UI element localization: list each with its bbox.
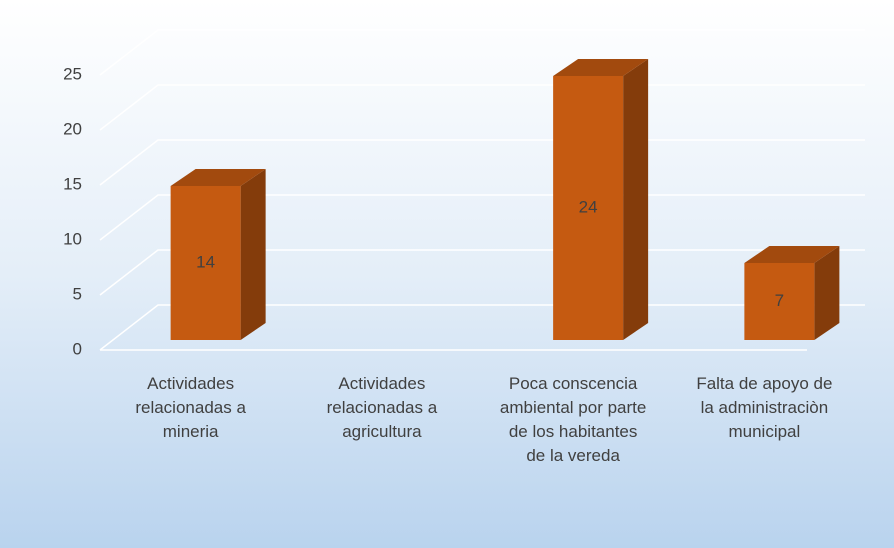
bar [553, 76, 624, 340]
x-tick-label: Actividades relacionadas a agricultura [326, 374, 438, 441]
x-tick-label: Actividades relacionadas a mineria [135, 374, 246, 441]
bar [744, 263, 815, 340]
grid-line [99, 84, 865, 131]
y-tick-label: 0 [73, 339, 82, 358]
bar-top [553, 59, 649, 76]
y-tick-label: 15 [63, 174, 82, 193]
bar-side [623, 59, 649, 340]
grid-line [99, 29, 865, 76]
x-tick-label: Falta de apoyo de la administraciòn muni… [696, 374, 833, 441]
bar-side [814, 246, 840, 340]
data-label: 7 [775, 291, 784, 310]
bar-top [744, 246, 840, 263]
bar-top [170, 169, 266, 186]
y-tick-label: 25 [63, 64, 82, 83]
y-tick-label: 10 [63, 229, 82, 248]
bar [170, 186, 241, 340]
x-tick-label: Poca conscencia ambiental por parte de l… [499, 374, 647, 465]
data-label: 14 [196, 252, 215, 271]
y-tick-label: 20 [63, 119, 82, 138]
data-label: 24 [579, 197, 598, 216]
bar-side [240, 169, 266, 340]
y-tick-label: 5 [73, 284, 82, 303]
